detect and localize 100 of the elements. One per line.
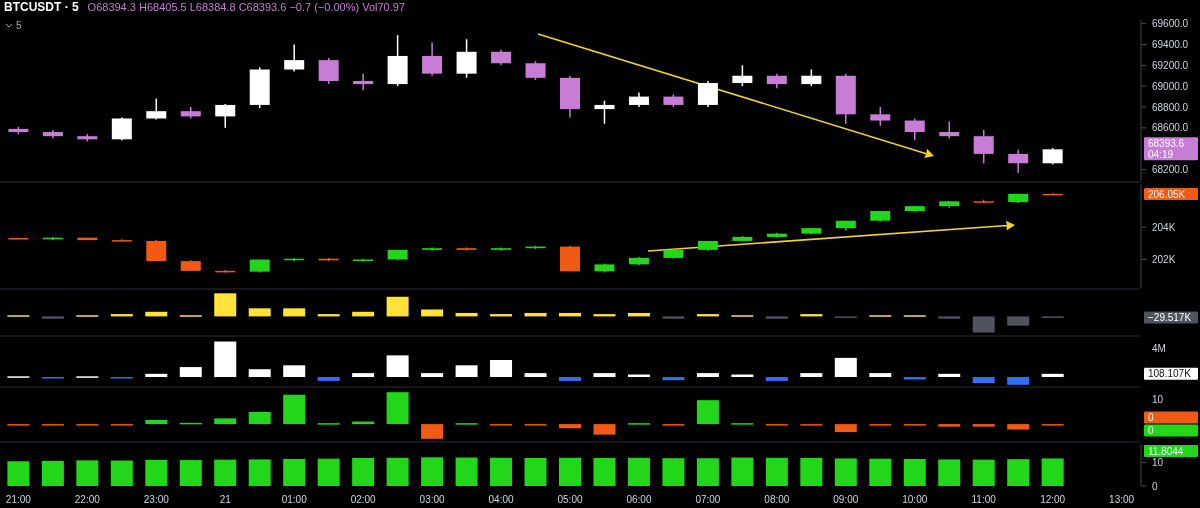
bar (524, 373, 547, 378)
bar (662, 377, 685, 381)
text: 108.107K (1148, 368, 1192, 380)
bar (41, 316, 64, 319)
candlestick (732, 64, 753, 87)
candlestick (697, 80, 718, 108)
bar (696, 400, 719, 425)
bar (179, 367, 202, 378)
y-tick-label: 202K (1152, 254, 1176, 266)
bar (800, 373, 823, 378)
bar (214, 418, 237, 425)
text: 11.8044 (1148, 445, 1184, 457)
bar (421, 424, 444, 439)
bar (559, 424, 581, 429)
bar (972, 377, 995, 384)
bar (283, 394, 306, 425)
y-tick-label: 0 (1152, 480, 1158, 492)
bar (834, 357, 857, 378)
candlestick (973, 129, 994, 165)
candlestick (318, 57, 339, 85)
bar (696, 373, 719, 378)
candlestick (353, 72, 374, 92)
bar (972, 316, 995, 333)
candlestick (525, 60, 546, 81)
bar (455, 365, 478, 378)
x-tick-label: 05:00 (557, 493, 583, 505)
bar (248, 411, 271, 425)
text: −29.517K (1148, 312, 1192, 324)
x-tick-label: 21 (219, 493, 232, 505)
candlestick (1008, 148, 1029, 174)
x-tick-label: 21:00 (5, 493, 32, 505)
bar (317, 377, 340, 381)
y-tick-label: 68600.0 (1152, 122, 1189, 134)
x-tick-label: 08:00 (764, 493, 790, 505)
x-tick-label: 02:00 (350, 493, 377, 505)
text: 68393.6 (1148, 137, 1185, 149)
y-tick-label: 69200.0 (1152, 59, 1189, 71)
x-tick-label: 03:00 (419, 493, 446, 505)
bar (938, 424, 961, 427)
bar (421, 373, 444, 378)
y-tick-label: 69400.0 (1152, 38, 1189, 50)
x-tick-label: 04:00 (488, 493, 514, 505)
bar (593, 373, 616, 378)
bar (352, 373, 375, 378)
chart-title: BTCUSDT · 5 (4, 0, 79, 14)
text: O68394.3 H68405.5 L68384.8 C68393.6 −0.7 (−0.00%) Vol70.97 (87, 1, 406, 13)
bar (938, 373, 961, 378)
bar (938, 316, 961, 319)
text: 206.05K (1148, 188, 1186, 200)
x-tick-label: 07:00 (695, 493, 721, 505)
candlestick (594, 100, 615, 125)
x-tick-label: 10:00 (902, 493, 928, 505)
x-tick-label: 12:00 (1040, 493, 1066, 505)
candlestick (456, 38, 477, 79)
bar (1007, 424, 1030, 430)
bar (834, 424, 857, 433)
candlestick (904, 117, 925, 142)
y-tick-label: 69600.0 (1152, 18, 1189, 30)
bar (903, 377, 926, 380)
x-tick-label: 22:00 (74, 493, 101, 505)
bar (248, 369, 271, 378)
bar (421, 309, 444, 317)
bar (972, 424, 995, 427)
candlestick (111, 238, 132, 242)
bar (386, 296, 409, 317)
candlestick (939, 120, 960, 140)
bar (283, 365, 306, 378)
bar (869, 373, 892, 378)
bar (386, 355, 409, 378)
bar (248, 308, 271, 317)
candlestick (215, 103, 236, 129)
y-tick-label: 68800.0 (1152, 101, 1189, 113)
bar (214, 293, 237, 317)
bar (765, 316, 788, 319)
x-tick-label: 11:00 (971, 493, 997, 505)
annotation: 5 (16, 20, 22, 31)
x-tick-label: 09:00 (833, 493, 859, 505)
candlestick (146, 97, 167, 121)
bar (559, 377, 581, 381)
bar (1007, 316, 1030, 326)
y-tick-label: 10 (1152, 457, 1164, 469)
bar (1007, 377, 1030, 385)
candlestick (870, 106, 891, 127)
candlestick (422, 41, 443, 77)
text: 4M (1152, 342, 1166, 354)
bar (765, 377, 788, 381)
x-tick-label: 23:00 (143, 493, 170, 505)
bar (1041, 373, 1064, 378)
candlestick (111, 116, 132, 142)
y-tick-label: 204K (1152, 221, 1176, 233)
x-tick-label: 01:00 (281, 493, 308, 505)
text: 04:19 (1148, 148, 1174, 160)
bar (145, 419, 168, 425)
y-tick-label: 68200.0 (1152, 164, 1189, 176)
y-tick-label: 69000.0 (1152, 80, 1189, 92)
x-tick-label: 13:00 (1109, 493, 1135, 505)
bar (386, 392, 409, 425)
bar (214, 341, 237, 378)
bar (283, 308, 306, 317)
bar (662, 316, 685, 319)
